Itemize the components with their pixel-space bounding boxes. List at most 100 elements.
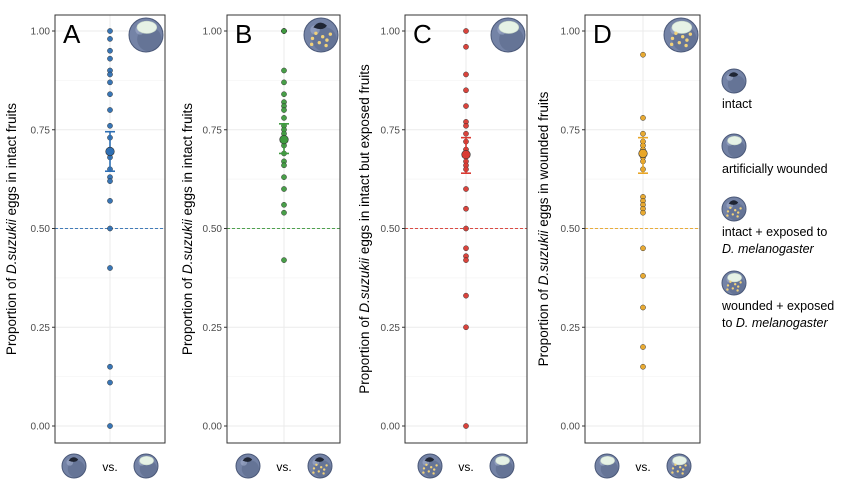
panel-a: 0.00 0.25 0.50 0.75 1.00 Proportion of D.suzu… xyxy=(4,14,166,479)
y-axis-label-prefix: Proportion of xyxy=(536,285,551,366)
legend-label-species: D. melanogaster xyxy=(736,316,829,330)
mean-point xyxy=(105,146,115,157)
y-axis-label-suffix: eggs in intact fruits xyxy=(4,103,19,220)
berry-wound xyxy=(600,455,615,466)
berry-calyx xyxy=(68,457,79,462)
egg-dot xyxy=(688,32,693,36)
egg-dot xyxy=(677,40,681,45)
legend-icon xyxy=(721,68,747,94)
y-axis-label-prefix: Proportion of xyxy=(180,274,195,355)
panel-b: 0.00 0.25 0.50 0.75 1.00 Proportion of D.suzu… xyxy=(180,14,341,479)
berry-calyx xyxy=(728,72,739,77)
data-point xyxy=(463,324,469,331)
egg-dot xyxy=(325,464,328,467)
egg-dot xyxy=(315,463,318,466)
comparison-icon-left xyxy=(417,453,443,479)
y-axis-label-2: Proportion of D.suzukii eggs in intact b… xyxy=(357,64,372,394)
berry-wound xyxy=(672,455,687,466)
data-point xyxy=(463,292,469,299)
egg-dot xyxy=(737,285,740,288)
data-point xyxy=(463,257,469,263)
berry-calyx xyxy=(313,22,327,30)
y-tick-label: 0.50 xyxy=(381,224,401,235)
data-point xyxy=(281,257,287,263)
data-point xyxy=(281,91,287,98)
y-axis-label-prefix: Proportion of xyxy=(4,274,19,355)
data-point xyxy=(463,423,469,429)
comparison-icon-right xyxy=(133,453,159,479)
egg-dot xyxy=(433,468,436,471)
data-point xyxy=(640,51,646,58)
legend-item-3: intact + exposed to D. melanogaster xyxy=(721,196,827,256)
mean-point xyxy=(461,150,471,160)
data-point xyxy=(463,71,469,78)
panel-icon xyxy=(490,17,526,53)
egg-dot xyxy=(674,31,678,35)
egg-dot xyxy=(726,214,729,217)
data-point xyxy=(463,245,469,252)
data-point xyxy=(281,162,287,169)
y-tick-label: 0.75 xyxy=(561,125,581,136)
egg-dot xyxy=(328,32,333,36)
egg-dot xyxy=(422,467,426,470)
comparison-icon-right xyxy=(666,453,692,479)
egg-dot xyxy=(684,43,688,48)
data-point xyxy=(640,304,646,311)
egg-dot xyxy=(737,211,740,214)
comparison-icon-right xyxy=(307,453,333,479)
panel-d: 0.00 0.25 0.50 0.75 1.00 Proportion of D.suzu… xyxy=(536,14,701,479)
y-tick-label: 1.00 xyxy=(203,27,223,38)
data-point xyxy=(281,209,287,216)
egg-dot xyxy=(323,468,326,471)
berry-calyx xyxy=(728,200,739,205)
mean-point xyxy=(279,135,289,145)
egg-dot xyxy=(320,466,323,469)
y-axis-label-1: Proportion of D.suzukii eggs in intact f… xyxy=(180,103,195,355)
egg-dot xyxy=(669,42,674,47)
egg-dot xyxy=(671,471,674,474)
data-point xyxy=(640,273,646,279)
y-axis-label-species: D.suzukii xyxy=(4,218,19,274)
y-tick-label: 0.00 xyxy=(203,422,223,433)
data-point xyxy=(107,178,113,184)
legend-icon xyxy=(721,133,747,159)
berry-calyx xyxy=(242,457,253,462)
egg-dot xyxy=(729,280,732,283)
y-tick-label: 0.00 xyxy=(561,422,581,433)
y-tick-label: 0.75 xyxy=(31,125,51,136)
y-tick-label: 0.50 xyxy=(203,224,223,235)
egg-dot xyxy=(422,471,425,474)
berry-calyx xyxy=(314,457,325,462)
data-point xyxy=(281,186,287,192)
legend: intact artificially wounded intact + expos… xyxy=(721,68,834,330)
egg-dot xyxy=(736,289,739,292)
data-point xyxy=(107,122,113,129)
egg-dot xyxy=(671,467,675,470)
data-point xyxy=(107,265,113,271)
egg-dot xyxy=(731,213,734,216)
data-point xyxy=(281,115,287,121)
egg-dot xyxy=(324,43,328,48)
legend-label-part: to xyxy=(722,316,736,330)
egg-dot xyxy=(681,472,684,475)
egg-dot xyxy=(321,35,325,39)
y-tick-label: 1.00 xyxy=(381,27,401,38)
y-axis-label-prefix: Proportion of xyxy=(357,313,372,394)
data-point xyxy=(281,107,287,113)
data-point xyxy=(463,225,469,232)
legend-label: D. melanogaster xyxy=(722,242,815,256)
comparison-icon-right xyxy=(489,453,515,479)
data-point xyxy=(281,174,287,180)
panel-letter: C xyxy=(413,19,432,49)
data-point xyxy=(107,363,113,370)
data-point xyxy=(463,103,469,109)
data-point xyxy=(107,28,113,34)
berry-wound xyxy=(139,455,154,466)
y-tick-label: 0.50 xyxy=(31,224,51,235)
egg-dot xyxy=(681,35,685,39)
egg-dot xyxy=(310,36,315,41)
data-point xyxy=(107,91,113,98)
y-axis-label-species: D.suzukii xyxy=(357,257,372,313)
data-point xyxy=(107,47,113,54)
data-point xyxy=(107,379,113,386)
